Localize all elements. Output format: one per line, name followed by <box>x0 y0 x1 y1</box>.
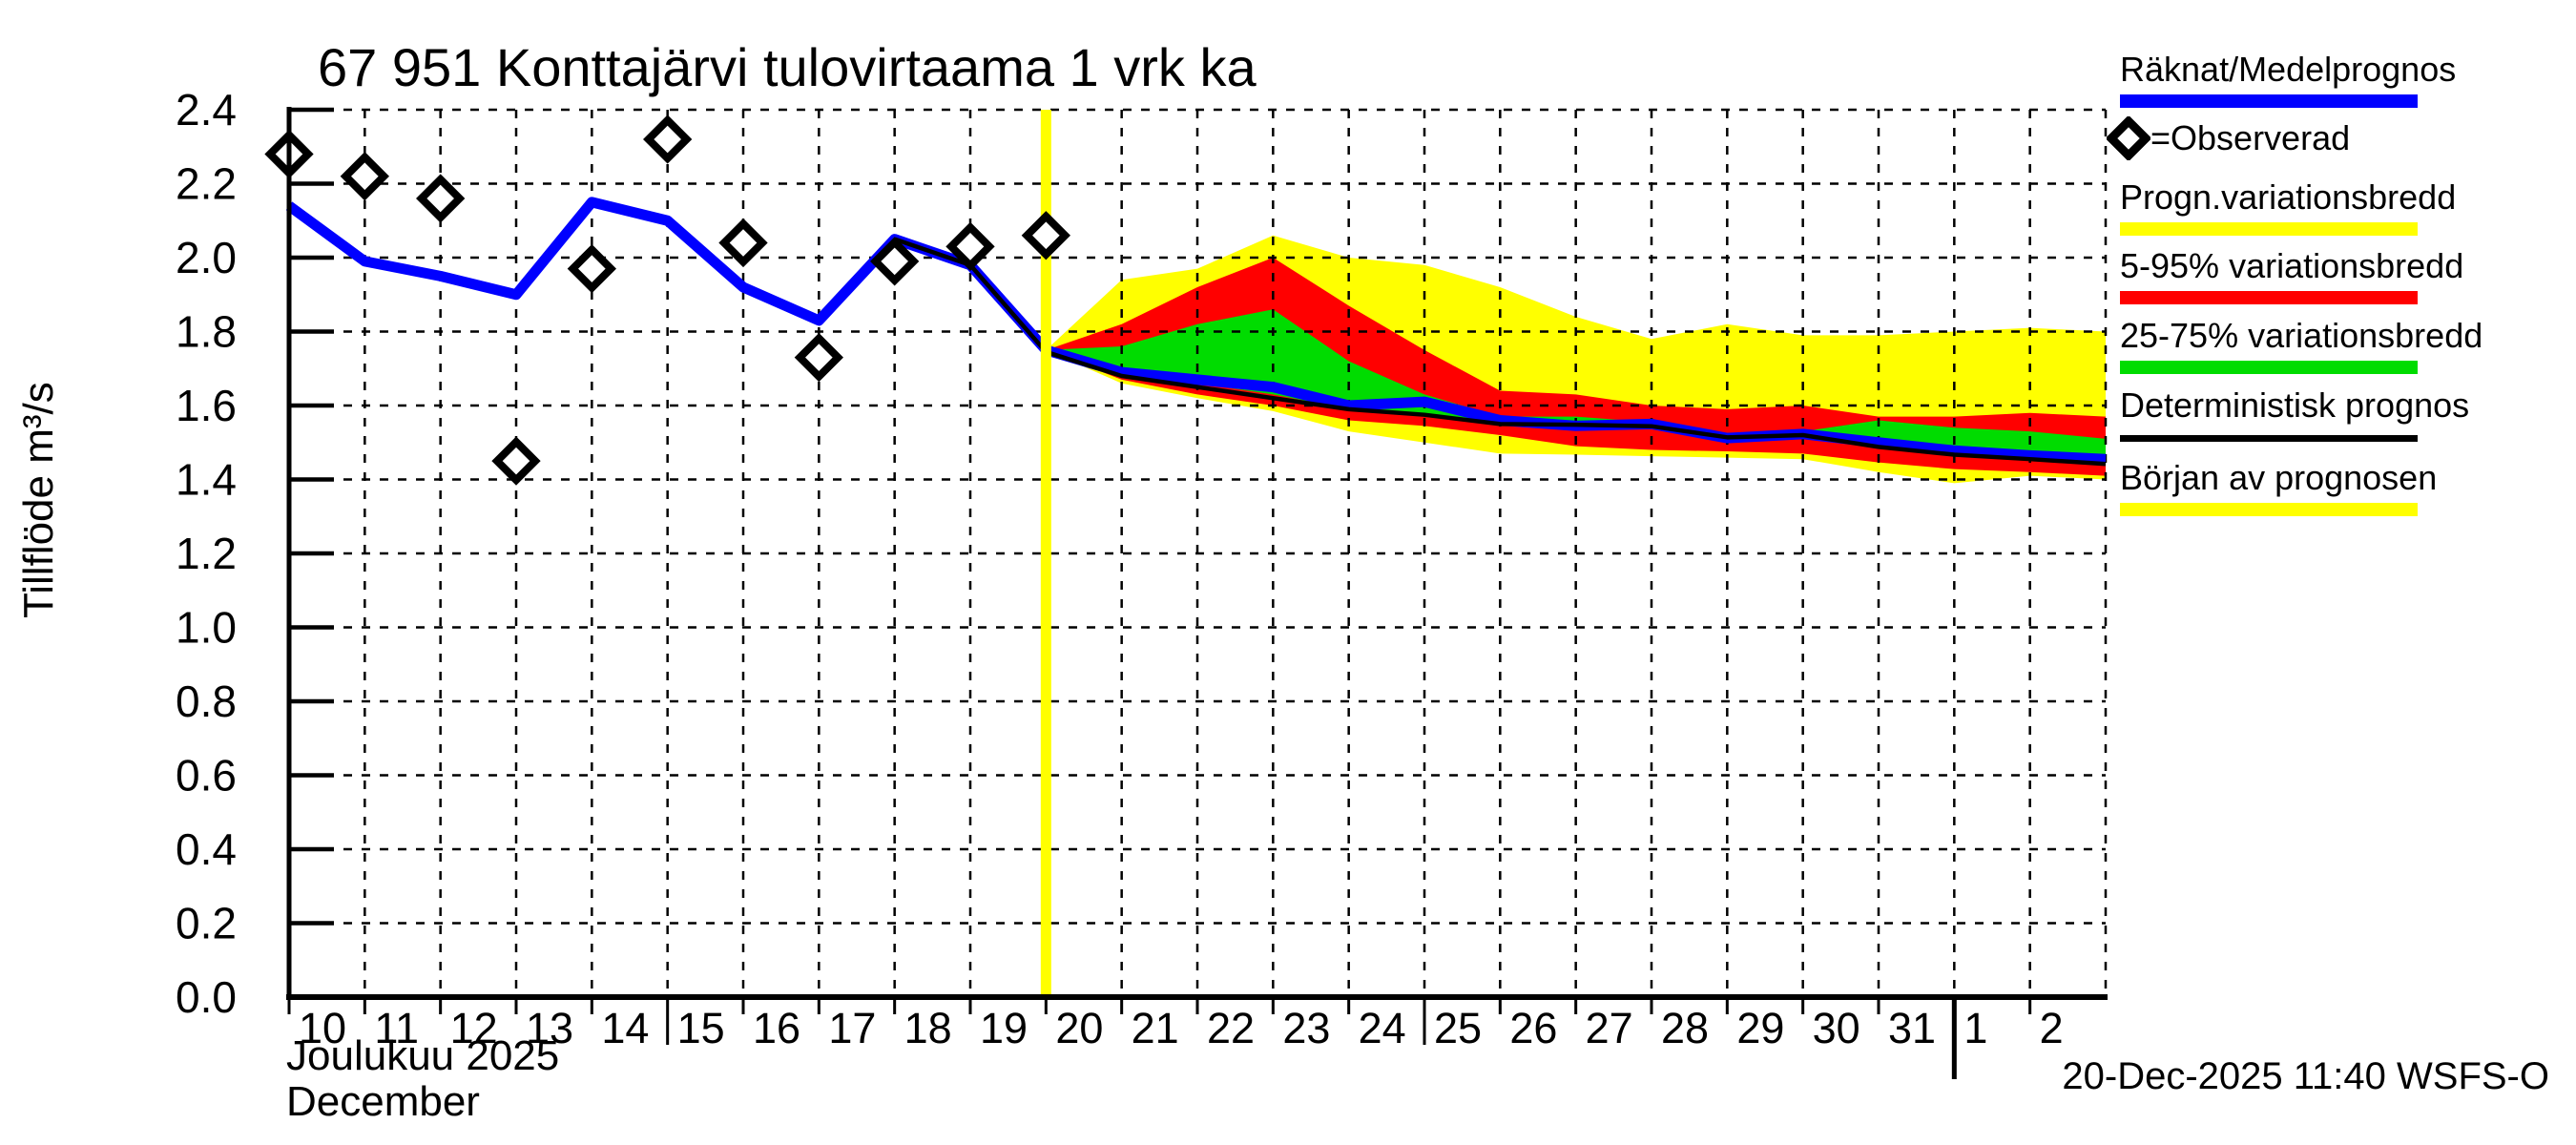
legend-label: Räknat/Medelprognos <box>2120 50 2457 89</box>
x-tick-label: 16 <box>753 1004 800 1052</box>
legend-item-mean-forecast: Räknat/Medelprognos <box>2120 50 2456 108</box>
x-tick-label: 14 <box>601 1004 649 1052</box>
y-tick-label: 0.4 <box>176 824 237 874</box>
y-tick-label: 1.6 <box>176 381 237 430</box>
observed-point <box>567 243 616 294</box>
x-tick-labels: 10 11 12 13 14 15 16 17 18 19 20 21 22 23 24 25 26 27 28 29… <box>299 1004 2064 1052</box>
observed-point <box>870 237 920 286</box>
observed-point <box>643 114 693 164</box>
y-tick-label: 0.0 <box>176 972 237 1022</box>
band-p5_95_range <box>1046 258 2106 476</box>
legend-item-forecast-start: Början av prognosen <box>2120 458 2437 516</box>
observed-markers <box>264 114 1070 486</box>
legend-label: Deterministisk prognos <box>2120 385 2470 425</box>
x-tick-label: 21 <box>1132 1004 1179 1052</box>
deterministic-swatch <box>2120 435 2418 442</box>
band-p25_75_range <box>1046 309 2106 458</box>
y-tick-label: 0.2 <box>176 899 237 948</box>
x-tick-label: 23 <box>1282 1004 1330 1052</box>
observed-diamond-icon <box>2107 116 2150 160</box>
x-axis-month-english: December <box>286 1078 480 1125</box>
legend-item-deterministic: Deterministisk prognos <box>2120 385 2469 442</box>
axes <box>286 107 2108 1079</box>
x-tick-label: 26 <box>1509 1004 1557 1052</box>
observed-point <box>945 221 995 272</box>
observed-point <box>340 152 389 201</box>
x-tick-label: 18 <box>904 1004 952 1052</box>
observed-point <box>1021 211 1070 260</box>
x-tick-label: 25 <box>1434 1004 1482 1052</box>
y-tick-label: 2.4 <box>176 85 237 135</box>
legend-item-observed: =Observerad <box>2107 116 2351 160</box>
y-tick-label: 2.0 <box>176 233 237 282</box>
y-axis-title: Tillflöde m³/s <box>15 382 62 618</box>
x-tick-label: 29 <box>1736 1004 1784 1052</box>
x-tick-label: 13 <box>526 1004 573 1052</box>
x-tick-label: 20 <box>1055 1004 1103 1052</box>
x-axis-month-finnish: Joulukuu 2025 <box>286 1032 560 1079</box>
deterministic-forecast-line <box>893 237 2107 467</box>
y-tick-label: 0.8 <box>176 677 237 726</box>
y-tick-labels: 2.4 2.2 2.0 1.8 1.6 1.4 1.2 1.0 0.8 0.6 0.4 0.2 0.0 <box>176 85 237 1022</box>
x-tick-label: 22 <box>1207 1004 1255 1052</box>
x-tick-label: 19 <box>980 1004 1028 1052</box>
observed-point <box>718 218 768 268</box>
generation-timestamp: 20-Dec-2025 11:40 WSFS-O <box>2062 1055 2549 1097</box>
x-tick-label: 11 <box>374 1004 419 1052</box>
x-tick-label: 10 <box>299 1004 346 1052</box>
forecast-start-swatch <box>2120 503 2418 516</box>
mean-forecast-swatch <box>2120 94 2418 108</box>
y-tick-label: 2.2 <box>176 159 237 209</box>
p5-95-swatch <box>2120 291 2418 304</box>
x-tick-label: 1 <box>1963 1004 1987 1052</box>
legend-item-25-75-range: 25-75% variationsbredd <box>2120 316 2483 374</box>
observed-point <box>416 174 466 223</box>
y-tick-label: 1.2 <box>176 529 237 578</box>
x-tick-label: 31 <box>1888 1004 1936 1052</box>
y-tick-label: 1.8 <box>176 307 237 357</box>
x-tick-label: 2 <box>2040 1004 2064 1052</box>
legend-label: Progn.variationsbredd <box>2120 177 2457 217</box>
y-tick-label: 1.4 <box>176 455 237 505</box>
x-tick-label: 12 <box>450 1004 498 1052</box>
x-tick-label: 30 <box>1813 1004 1860 1052</box>
x-tick-label: 15 <box>677 1004 725 1052</box>
observed-point <box>491 436 541 486</box>
legend-item-prognosis-range: Progn.variationsbredd <box>2120 177 2456 236</box>
y-tick-label: 0.6 <box>176 751 237 801</box>
y-tick-label: 1.0 <box>176 603 237 653</box>
x-tick-label: 27 <box>1586 1004 1633 1052</box>
chart-title: 67 951 Konttajärvi tulovirtaama 1 vrk ka <box>318 37 1257 97</box>
legend-label: 25-75% variationsbredd <box>2120 316 2483 355</box>
legend-label: Början av prognosen <box>2120 458 2438 497</box>
x-tick-label: 28 <box>1661 1004 1709 1052</box>
observed-point <box>794 332 843 383</box>
x-tick-label: 17 <box>828 1004 876 1052</box>
legend-label: =Observerad <box>2150 118 2351 157</box>
prognosis-range-swatch <box>2120 222 2418 236</box>
legend-label: 5-95% variationsbredd <box>2120 246 2464 285</box>
x-tick-label: 24 <box>1359 1004 1406 1052</box>
legend-item-5-95-range: 5-95% variationsbredd <box>2120 246 2463 304</box>
p25-75-swatch <box>2120 361 2418 374</box>
